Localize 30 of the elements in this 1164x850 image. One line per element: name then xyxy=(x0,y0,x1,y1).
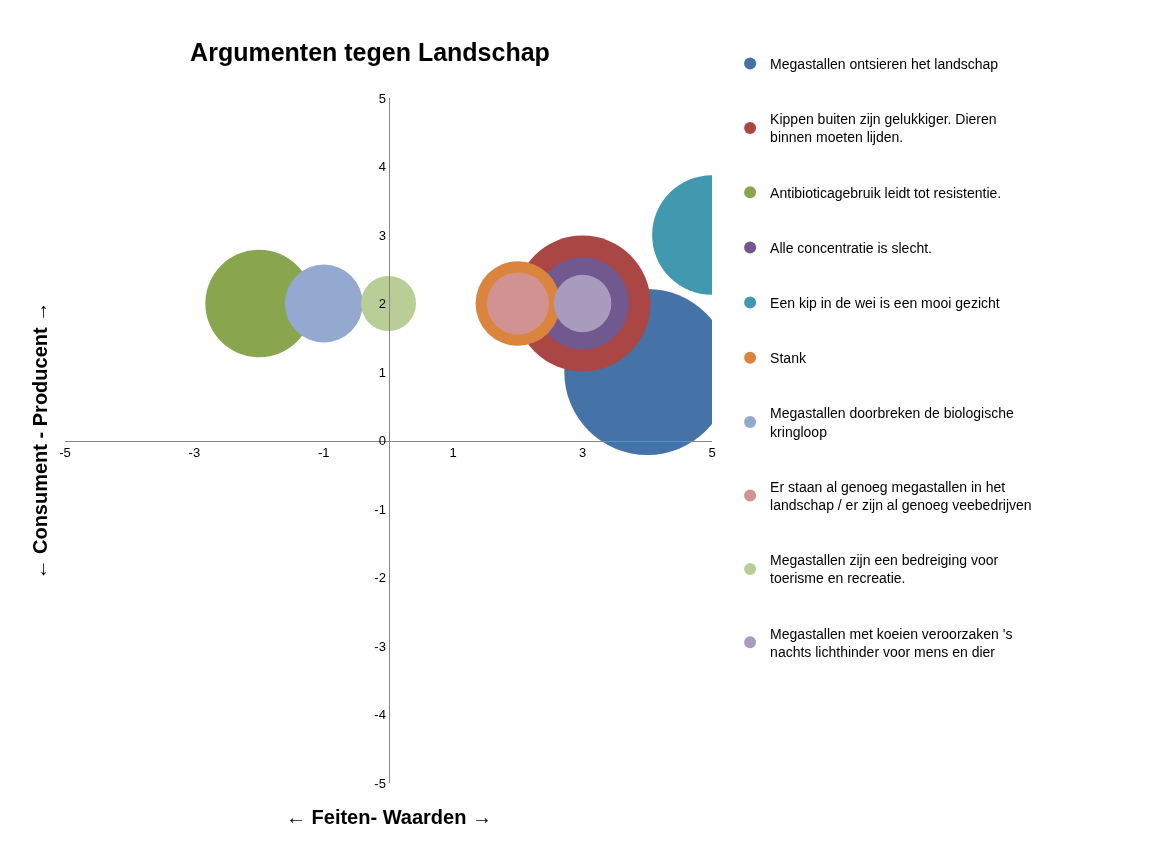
y-axis-title: ← Consument - Producent → xyxy=(28,301,51,580)
y-tick-label: 2 xyxy=(378,296,386,312)
legend-label: Megastallen met koeien veroorzaken 's nachts lichthinder voor mens en dier xyxy=(770,625,1013,660)
legend-label: Megastallen doorbreken de biologische kringloop xyxy=(770,405,1014,440)
x-tick-label: -1 xyxy=(318,445,330,461)
y-tick-label: 1 xyxy=(378,364,386,380)
x-tick-label: 1 xyxy=(449,445,457,461)
legend-label: Alle concentratie is slecht. xyxy=(770,239,932,256)
y-tick-label: 4 xyxy=(378,159,386,175)
legend-label: Megastallen zijn een bedreiging voor toerisme en recreatie. xyxy=(770,552,999,587)
legend-label: Er staan al genoeg megastallen in het landschap / er zijn al genoeg veebedrijven xyxy=(770,478,1032,514)
chart-title: Argumenten tegen Landschap xyxy=(190,37,550,66)
y-tick-label: 0 xyxy=(378,433,386,449)
y-tick-label: -4 xyxy=(374,707,386,723)
legend-label: Stank xyxy=(770,350,807,367)
y-tick-label: -3 xyxy=(374,638,386,654)
y-tick-label: 3 xyxy=(378,227,386,243)
legend-label: Antibioticagebruik leidt tot resistentie. xyxy=(770,184,1002,201)
x-tick-label: 5 xyxy=(708,445,716,461)
y-tick-label: -5 xyxy=(374,775,386,791)
legend-label: Megastallen ontsieren het landschap xyxy=(770,56,999,73)
y-tick-label: -1 xyxy=(374,501,386,517)
x-axis-title: ← Feiten- Waarden → xyxy=(286,806,492,828)
y-tick-label: -2 xyxy=(374,570,386,586)
x-tick-label: -3 xyxy=(188,445,201,461)
legend-label: Een kip in de wei is een mooi gezicht xyxy=(770,295,1000,312)
x-tick-label: 3 xyxy=(578,445,587,461)
y-tick-label: 5 xyxy=(378,90,386,106)
legend-label: Kippen buiten zijn gelukkiger. Dieren binnen moeten lijden. xyxy=(770,111,997,146)
x-tick-label: -5 xyxy=(59,445,71,461)
